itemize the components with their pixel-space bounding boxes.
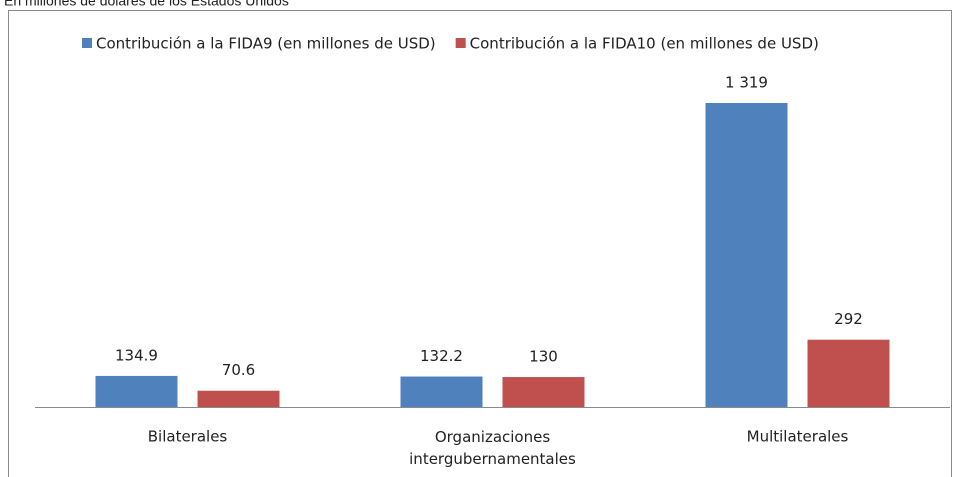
x-tick-label: Organizaciones intergubernamentales: [409, 428, 576, 468]
x-tick-label: Multilaterales: [747, 428, 849, 446]
bar: [197, 390, 280, 407]
legend-label: Contribución a la FIDA10 (en millones de…: [470, 35, 819, 53]
bar: [502, 377, 585, 407]
data-label: 130: [529, 348, 558, 366]
bar: [705, 103, 788, 407]
data-label: 292: [834, 310, 863, 328]
legend-swatch: [455, 38, 466, 48]
bar: [95, 375, 178, 407]
chart-subtitle: En millones de dólares de los Estados Un…: [4, 0, 289, 9]
legend-label: Contribución a la FIDA9 (en millones de …: [96, 35, 436, 53]
x-tick-label: Bilaterales: [148, 428, 228, 446]
chart-frame: [8, 10, 952, 477]
data-label: 1 319: [725, 74, 768, 92]
data-label: 70.6: [222, 361, 255, 379]
data-label: 134.9: [115, 346, 158, 364]
legend-swatch: [82, 38, 92, 48]
bar: [400, 376, 483, 407]
data-label: 132.2: [420, 347, 463, 365]
bar: [807, 339, 890, 407]
